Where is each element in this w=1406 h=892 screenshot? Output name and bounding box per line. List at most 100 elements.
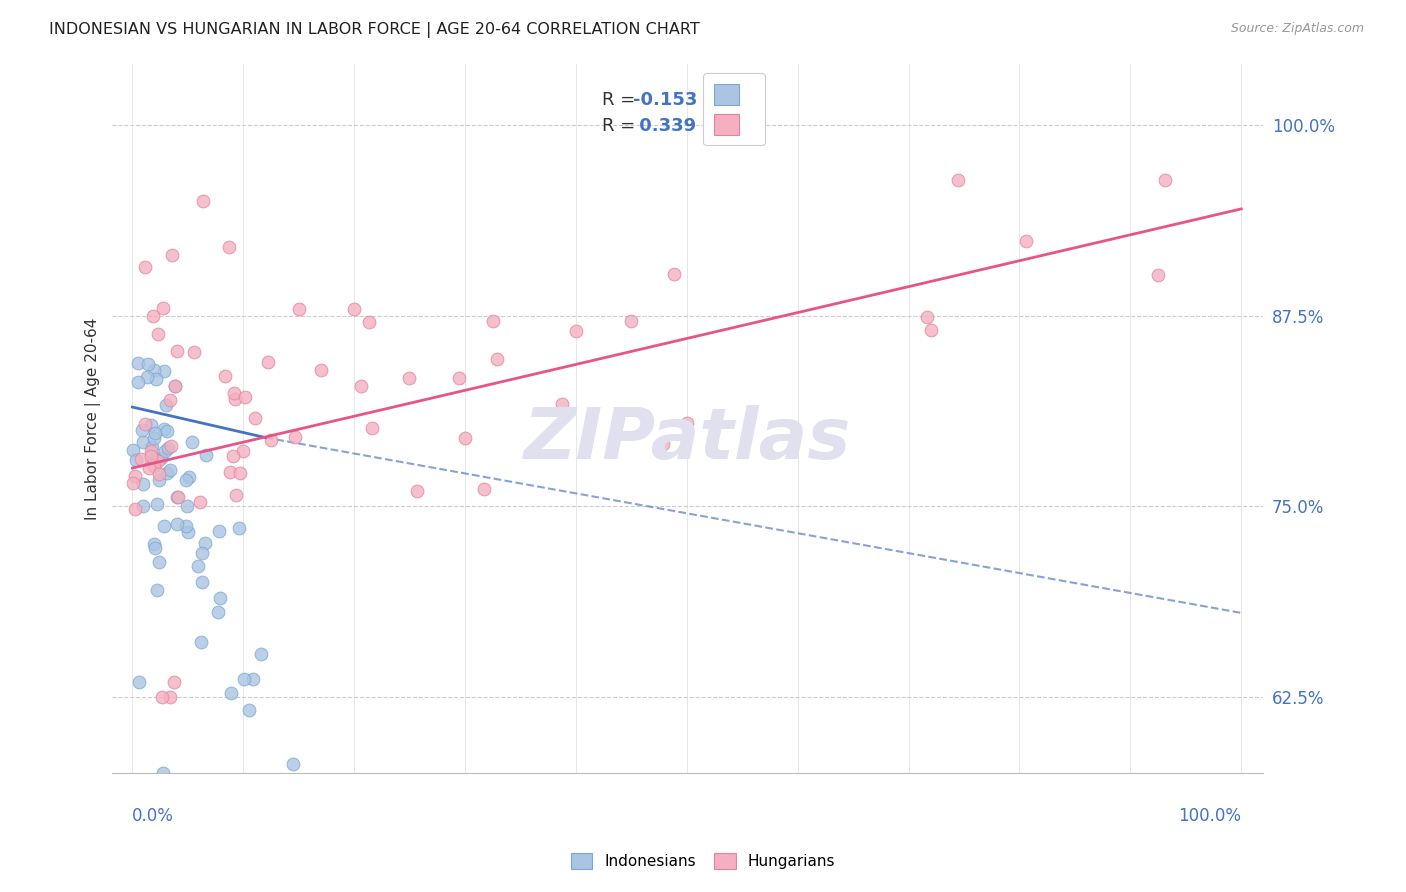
Point bbox=[136, 357, 159, 371]
Text: N =: N = bbox=[706, 117, 745, 136]
Text: N =: N = bbox=[706, 91, 745, 109]
Point bbox=[136, 370, 159, 384]
Point bbox=[139, 443, 162, 458]
Point bbox=[174, 519, 197, 533]
Point bbox=[183, 345, 205, 359]
Point bbox=[148, 467, 170, 481]
Point bbox=[1015, 234, 1038, 248]
Point bbox=[472, 483, 495, 497]
Point bbox=[177, 470, 200, 484]
Point bbox=[145, 453, 167, 467]
Point bbox=[481, 313, 503, 327]
Point bbox=[620, 314, 643, 328]
Point bbox=[129, 452, 152, 467]
Point bbox=[139, 450, 162, 464]
Point bbox=[127, 356, 149, 370]
Point bbox=[449, 371, 471, 385]
Point bbox=[233, 390, 256, 404]
Point bbox=[125, 453, 148, 467]
Point bbox=[124, 469, 146, 483]
Point bbox=[143, 541, 166, 555]
Point bbox=[193, 194, 215, 209]
Point bbox=[155, 443, 177, 458]
Point bbox=[132, 476, 155, 491]
Text: 66: 66 bbox=[734, 117, 759, 136]
Point bbox=[127, 375, 149, 389]
Text: -0.153: -0.153 bbox=[633, 91, 697, 109]
Point bbox=[152, 301, 174, 315]
Point bbox=[946, 172, 969, 186]
Point bbox=[224, 392, 246, 406]
Point bbox=[141, 417, 163, 432]
Point bbox=[176, 473, 198, 487]
Point bbox=[218, 240, 240, 254]
Point bbox=[190, 495, 212, 509]
Point bbox=[232, 672, 254, 686]
Point bbox=[152, 766, 174, 780]
Point bbox=[287, 302, 309, 317]
Point bbox=[131, 423, 153, 437]
Point bbox=[177, 524, 200, 539]
Point bbox=[159, 463, 181, 477]
Point bbox=[159, 393, 181, 408]
Point bbox=[176, 499, 198, 513]
Point bbox=[128, 674, 150, 689]
Point bbox=[165, 378, 187, 392]
Point bbox=[250, 647, 273, 661]
Point bbox=[156, 424, 179, 438]
Point bbox=[260, 433, 283, 447]
Point bbox=[662, 267, 685, 281]
Point bbox=[166, 344, 188, 359]
Point bbox=[190, 546, 212, 560]
Point bbox=[226, 803, 249, 817]
Point bbox=[132, 435, 155, 450]
Point bbox=[311, 362, 333, 376]
Point bbox=[142, 537, 165, 551]
Point bbox=[141, 310, 163, 324]
Point bbox=[156, 466, 179, 480]
Point bbox=[550, 397, 572, 411]
Point bbox=[143, 426, 166, 441]
Point bbox=[222, 449, 245, 463]
Point bbox=[143, 363, 166, 377]
Point bbox=[335, 804, 357, 818]
Point bbox=[153, 364, 176, 378]
Point bbox=[148, 555, 170, 569]
Point bbox=[194, 448, 217, 462]
Point bbox=[134, 417, 156, 431]
Point bbox=[238, 703, 260, 717]
Point bbox=[343, 302, 366, 317]
Point bbox=[142, 459, 165, 474]
Point bbox=[153, 422, 176, 436]
Text: ZIPatlas: ZIPatlas bbox=[524, 405, 852, 475]
Point bbox=[284, 429, 307, 443]
Point bbox=[156, 441, 179, 455]
Point bbox=[160, 247, 183, 261]
Point bbox=[228, 521, 250, 535]
Point bbox=[406, 484, 429, 499]
Point bbox=[145, 372, 167, 386]
Point bbox=[181, 435, 204, 450]
Point bbox=[485, 351, 508, 366]
Point bbox=[163, 674, 186, 689]
Point bbox=[454, 431, 477, 445]
Point bbox=[163, 379, 186, 393]
Point bbox=[148, 454, 170, 468]
Point bbox=[166, 490, 188, 504]
Point bbox=[143, 431, 166, 445]
Point bbox=[288, 781, 311, 796]
Point bbox=[191, 574, 214, 589]
Text: 0.0%: 0.0% bbox=[132, 806, 174, 824]
Point bbox=[121, 443, 143, 458]
Point bbox=[675, 416, 697, 430]
Point bbox=[329, 801, 352, 815]
Point bbox=[224, 386, 246, 401]
Point bbox=[150, 451, 173, 466]
Point bbox=[153, 519, 176, 533]
Point bbox=[148, 473, 170, 487]
Point bbox=[190, 635, 212, 649]
Point bbox=[160, 439, 183, 453]
Point bbox=[208, 591, 231, 605]
Point bbox=[283, 756, 305, 771]
Point bbox=[243, 411, 266, 425]
